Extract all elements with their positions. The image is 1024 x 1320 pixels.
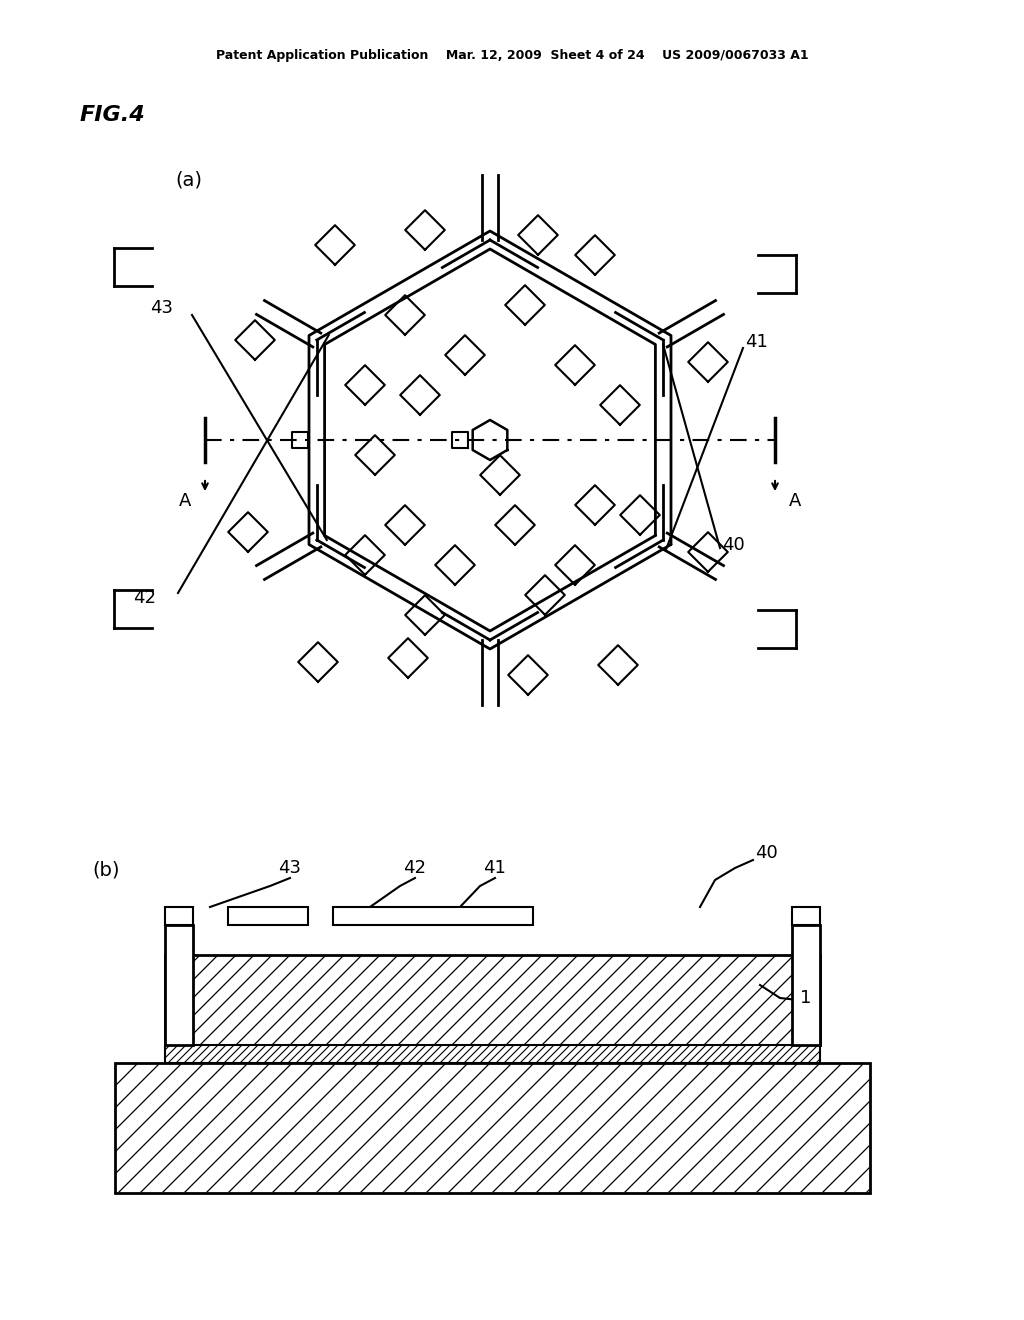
Text: A: A xyxy=(788,492,801,510)
Bar xyxy=(792,925,820,1045)
Bar xyxy=(115,1063,870,1193)
Text: 42: 42 xyxy=(403,859,427,876)
Text: 40: 40 xyxy=(722,536,744,554)
Text: 43: 43 xyxy=(151,300,173,317)
Text: 41: 41 xyxy=(483,859,507,876)
Bar xyxy=(165,925,193,1045)
Text: Patent Application Publication    Mar. 12, 2009  Sheet 4 of 24    US 2009/006703: Patent Application Publication Mar. 12, … xyxy=(216,49,808,62)
Bar xyxy=(792,907,820,925)
Bar xyxy=(333,907,534,925)
Text: 40: 40 xyxy=(755,843,778,862)
Bar xyxy=(165,1045,820,1063)
Bar xyxy=(165,907,193,925)
Bar xyxy=(165,954,820,1045)
Text: FIG.4: FIG.4 xyxy=(80,106,145,125)
Text: 42: 42 xyxy=(133,589,157,607)
Text: (b): (b) xyxy=(92,861,120,879)
Text: 41: 41 xyxy=(745,333,768,351)
Text: 43: 43 xyxy=(279,859,301,876)
Text: 1: 1 xyxy=(800,989,811,1007)
Text: (a): (a) xyxy=(175,170,202,190)
Text: A: A xyxy=(179,492,191,510)
Bar xyxy=(228,907,308,925)
